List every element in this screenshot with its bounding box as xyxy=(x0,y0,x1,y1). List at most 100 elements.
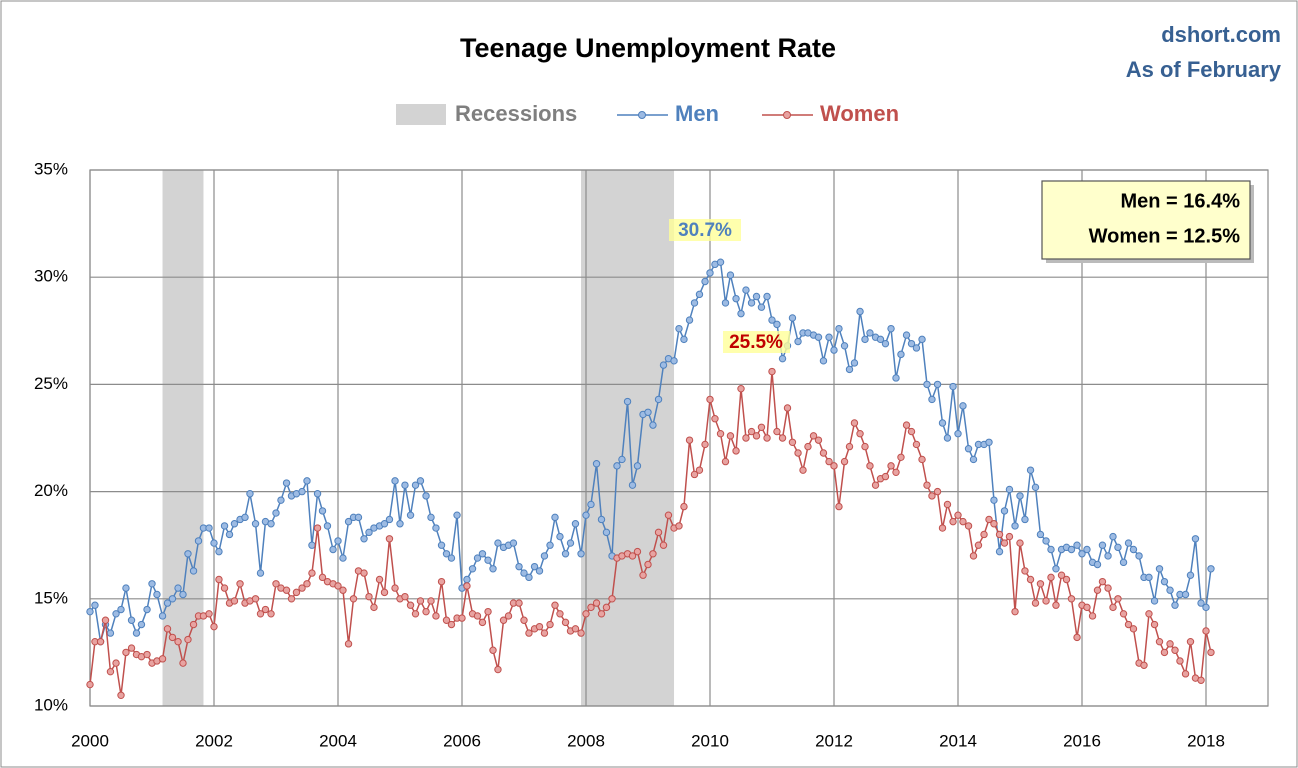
point-marker xyxy=(778,434,787,442)
point-marker xyxy=(592,599,601,607)
point-marker xyxy=(969,552,978,560)
point-marker xyxy=(597,610,606,618)
point-marker xyxy=(416,477,425,485)
point-marker xyxy=(86,607,94,616)
point-marker xyxy=(763,434,771,442)
point-marker xyxy=(504,612,513,620)
point-marker xyxy=(1166,640,1174,648)
point-marker xyxy=(468,565,477,573)
point-marker xyxy=(907,339,916,348)
point-marker xyxy=(1155,565,1164,573)
point-marker xyxy=(473,612,482,620)
point-marker xyxy=(969,455,978,464)
summary-line: Women = 12.5% xyxy=(1089,225,1241,247)
point-marker xyxy=(566,539,575,547)
point-marker xyxy=(892,468,900,477)
y-tick-label: 10% xyxy=(34,695,68,714)
point-marker xyxy=(494,539,502,547)
point-marker xyxy=(106,629,115,637)
y-tick-label: 20% xyxy=(34,481,68,500)
point-marker xyxy=(1098,541,1107,549)
point-marker xyxy=(980,530,988,539)
point-marker xyxy=(1119,558,1128,567)
point-marker xyxy=(788,438,797,446)
point-marker xyxy=(282,586,291,594)
point-marker xyxy=(654,395,663,404)
point-marker xyxy=(391,584,399,592)
point-marker xyxy=(163,625,172,633)
point-marker xyxy=(194,537,203,545)
point-marker xyxy=(313,490,322,498)
point-marker xyxy=(540,629,549,637)
point-marker xyxy=(272,509,280,517)
point-marker xyxy=(489,565,497,573)
point-marker xyxy=(411,610,420,618)
point-marker xyxy=(943,500,952,509)
point-marker xyxy=(680,502,688,511)
point-marker xyxy=(143,605,151,614)
point-marker xyxy=(582,511,590,519)
point-marker xyxy=(628,552,637,560)
point-marker xyxy=(737,309,745,318)
point-marker xyxy=(742,286,750,294)
point-marker xyxy=(375,575,384,584)
point-marker xyxy=(205,524,213,532)
point-marker xyxy=(783,404,792,412)
point-marker xyxy=(1150,620,1159,629)
point-marker xyxy=(360,569,368,577)
point-marker xyxy=(230,597,239,605)
point-marker xyxy=(664,511,673,519)
point-marker xyxy=(871,481,880,489)
point-marker xyxy=(928,395,936,404)
point-marker xyxy=(401,592,409,601)
point-marker xyxy=(463,575,471,584)
point-marker xyxy=(1042,537,1050,545)
point-marker xyxy=(773,320,781,329)
point-marker xyxy=(349,595,358,603)
point-marker xyxy=(287,595,296,603)
point-marker xyxy=(478,618,487,627)
point-marker xyxy=(726,432,735,440)
point-marker xyxy=(768,367,776,376)
point-marker xyxy=(995,547,1004,556)
point-marker xyxy=(354,513,363,522)
point-marker xyxy=(737,384,745,393)
point-marker xyxy=(1093,586,1102,594)
point-marker xyxy=(132,629,141,637)
point-marker xyxy=(220,522,229,530)
point-marker xyxy=(1202,603,1210,612)
point-marker xyxy=(1197,599,1205,607)
point-marker xyxy=(463,582,471,590)
point-marker xyxy=(752,432,761,440)
point-marker xyxy=(1160,648,1169,657)
point-marker xyxy=(401,481,409,489)
point-marker xyxy=(747,299,756,307)
point-marker xyxy=(706,269,714,277)
point-marker xyxy=(933,380,942,389)
point-marker xyxy=(985,515,993,524)
point-marker xyxy=(954,511,962,519)
subtitle: As of February xyxy=(1126,57,1282,82)
point-marker xyxy=(1083,545,1091,554)
point-marker xyxy=(406,511,415,519)
point-marker xyxy=(726,271,735,279)
point-marker xyxy=(757,423,766,431)
point-marker xyxy=(675,324,683,333)
point-marker xyxy=(1005,485,1014,494)
point-marker xyxy=(112,610,120,618)
point-marker xyxy=(577,550,585,558)
point-marker xyxy=(597,515,606,524)
point-marker xyxy=(861,335,869,344)
x-tick-label: 2000 xyxy=(71,731,109,750)
point-marker xyxy=(86,680,94,689)
point-marker xyxy=(210,539,218,547)
point-marker xyxy=(923,481,931,489)
point-marker xyxy=(298,584,306,592)
point-marker xyxy=(535,622,544,631)
point-marker xyxy=(1191,535,1200,543)
point-marker xyxy=(525,573,533,582)
point-marker xyxy=(701,277,709,286)
point-marker xyxy=(1036,580,1045,588)
point-marker xyxy=(649,550,657,558)
